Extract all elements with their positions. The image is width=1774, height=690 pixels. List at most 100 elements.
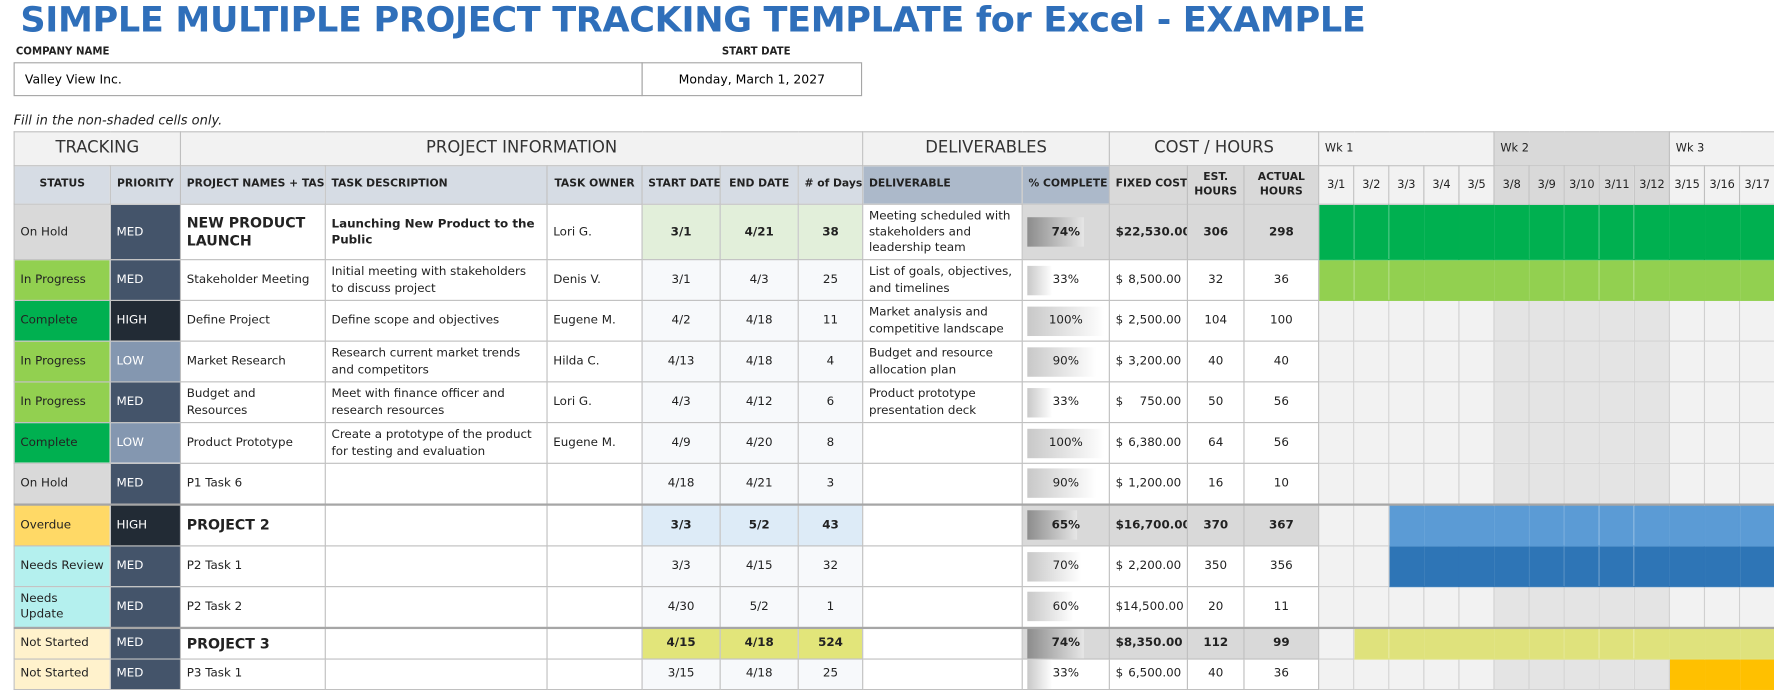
gantt-cell bbox=[1669, 462, 1706, 505]
deliverable[interactable]: List of goals, objectives, and timelines bbox=[862, 259, 1023, 301]
gantt-cell bbox=[1388, 586, 1425, 628]
owner[interactable]: Eugene M. bbox=[546, 422, 643, 464]
priority[interactable]: MED bbox=[109, 259, 182, 301]
priority[interactable]: MED bbox=[109, 545, 182, 588]
priority[interactable]: MED bbox=[109, 462, 182, 505]
description[interactable] bbox=[324, 657, 548, 690]
column-header: % COMPLETE bbox=[1021, 165, 1110, 205]
gantt-cell bbox=[1353, 657, 1390, 690]
gantt-bar bbox=[1493, 545, 1530, 588]
priority[interactable]: LOW bbox=[109, 422, 182, 464]
end: 4/21 bbox=[719, 203, 799, 261]
gantt-bar bbox=[1669, 657, 1706, 690]
owner[interactable] bbox=[546, 462, 643, 505]
status[interactable]: Complete bbox=[13, 299, 111, 342]
deliverable[interactable]: Product prototype presentation deck bbox=[862, 381, 1023, 424]
description[interactable]: Create a prototype of the product for te… bbox=[324, 422, 548, 464]
priority[interactable]: MED bbox=[109, 657, 182, 690]
priority[interactable]: HIGH bbox=[109, 299, 182, 342]
gantt-cell bbox=[1318, 586, 1355, 628]
company-name[interactable]: Valley View Inc. bbox=[13, 62, 643, 97]
est: 306 bbox=[1186, 203, 1245, 261]
percent-complete: 33% bbox=[1021, 381, 1110, 424]
column-header: PRIORITY bbox=[109, 165, 182, 205]
gantt-bar bbox=[1598, 203, 1635, 261]
project: Budget and Resources bbox=[179, 381, 326, 424]
description[interactable]: Research current market trends and compe… bbox=[324, 340, 548, 383]
percent-complete: 100% bbox=[1021, 299, 1110, 342]
status[interactable]: In Progress bbox=[13, 340, 111, 383]
status[interactable]: Needs Update bbox=[13, 586, 111, 628]
description[interactable] bbox=[324, 545, 548, 588]
percent-fill bbox=[1027, 428, 1105, 458]
column-header: FIXED COST bbox=[1108, 165, 1189, 205]
gantt-cell bbox=[1669, 381, 1706, 424]
status[interactable]: In Progress bbox=[13, 259, 111, 301]
gantt-cell bbox=[1458, 586, 1495, 628]
gantt-bar bbox=[1458, 203, 1495, 261]
deliverable[interactable] bbox=[862, 586, 1023, 628]
start: 3/1 bbox=[641, 203, 721, 261]
priority: HIGH bbox=[109, 503, 182, 547]
task-row: In Progress LOW Market Research Research cu… bbox=[13, 340, 1774, 383]
owner[interactable]: Lori G. bbox=[546, 381, 643, 424]
percent-fill bbox=[1027, 217, 1085, 247]
column-header: EST. HOURS bbox=[1186, 165, 1245, 205]
description[interactable]: Define scope and objectives bbox=[324, 299, 548, 342]
priority[interactable]: MED bbox=[109, 586, 182, 628]
gantt-cell bbox=[1458, 462, 1495, 505]
gantt-bar bbox=[1704, 626, 1741, 660]
gantt-cell bbox=[1423, 462, 1460, 505]
description[interactable]: Meet with finance officer and research r… bbox=[324, 381, 548, 424]
owner[interactable]: Hilda C. bbox=[546, 340, 643, 383]
priority[interactable]: LOW bbox=[109, 340, 182, 383]
description: Launching New Product to the Public bbox=[324, 203, 548, 261]
start: 4/30 bbox=[641, 586, 721, 628]
deliverable[interactable] bbox=[862, 422, 1023, 464]
status[interactable]: In Progress bbox=[13, 381, 111, 424]
days: 8 bbox=[797, 422, 864, 464]
fixed-cost: $1,200.00 bbox=[1108, 462, 1189, 505]
deliverable[interactable]: Budget and resource allocation plan bbox=[862, 340, 1023, 383]
status[interactable]: Needs Review bbox=[13, 545, 111, 588]
status[interactable]: Complete bbox=[13, 422, 111, 464]
gantt-cell bbox=[1563, 586, 1600, 628]
deliverable[interactable] bbox=[862, 657, 1023, 690]
actual: 36 bbox=[1243, 259, 1320, 301]
currency: $ bbox=[1115, 666, 1124, 681]
gantt-cell bbox=[1633, 586, 1671, 628]
currency: $ bbox=[1115, 476, 1124, 491]
deliverable[interactable] bbox=[862, 545, 1023, 588]
cost-wrap: $2,500.00 bbox=[1116, 313, 1182, 329]
owner[interactable]: Eugene M. bbox=[546, 299, 643, 342]
owner[interactable] bbox=[546, 545, 643, 588]
owner[interactable]: Denis V. bbox=[546, 259, 643, 301]
days: 4 bbox=[797, 340, 864, 383]
start-date[interactable]: Monday, March 1, 2027 bbox=[641, 62, 863, 97]
deliverable[interactable]: Market analysis and competitive landscap… bbox=[862, 299, 1023, 342]
owner[interactable] bbox=[546, 586, 643, 628]
gantt-bar bbox=[1598, 503, 1635, 547]
fixed-cost: $8,500.00 bbox=[1108, 259, 1189, 301]
owner[interactable] bbox=[546, 657, 643, 690]
status[interactable]: On Hold bbox=[13, 462, 111, 505]
description[interactable] bbox=[324, 462, 548, 505]
description[interactable]: Initial meeting with stakeholders to dis… bbox=[324, 259, 548, 301]
status[interactable]: Not Started bbox=[13, 657, 111, 690]
project: NEW PRODUCT LAUNCH bbox=[179, 203, 326, 261]
gantt-cell bbox=[1353, 462, 1390, 505]
gantt-cell bbox=[1633, 462, 1671, 505]
deliverable[interactable] bbox=[862, 462, 1023, 505]
percent-text: 100% bbox=[1048, 436, 1083, 450]
gantt-cell bbox=[1318, 340, 1355, 383]
days: 43 bbox=[797, 503, 864, 547]
priority[interactable]: MED bbox=[109, 381, 182, 424]
est: 350 bbox=[1186, 545, 1245, 588]
description[interactable] bbox=[324, 586, 548, 628]
percent-complete: 60% bbox=[1021, 586, 1110, 628]
cost-value: 6,500.00 bbox=[1128, 666, 1182, 681]
cost-value: 2,500.00 bbox=[1128, 313, 1182, 328]
status: Overdue bbox=[13, 503, 111, 547]
gantt-cell bbox=[1423, 586, 1460, 628]
